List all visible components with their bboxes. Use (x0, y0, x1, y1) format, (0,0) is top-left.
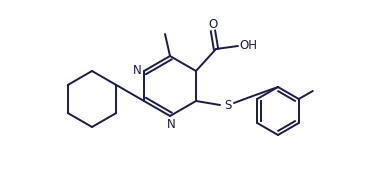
Text: N: N (133, 63, 141, 77)
Text: OH: OH (239, 39, 257, 52)
Text: N: N (167, 117, 175, 130)
Text: S: S (224, 99, 232, 112)
Text: O: O (208, 18, 217, 31)
